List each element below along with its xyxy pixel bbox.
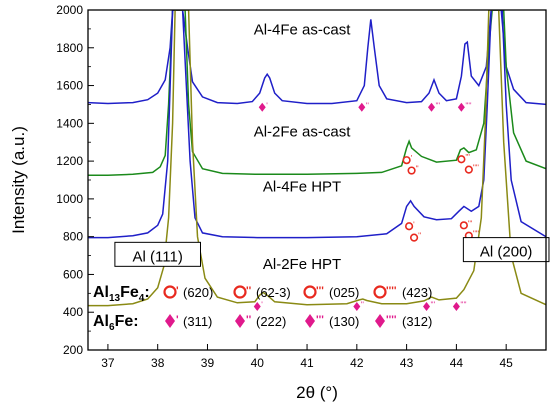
y-tick-label: 200 bbox=[63, 343, 83, 357]
series-label: Al-2Fe as-cast bbox=[254, 124, 352, 141]
marker-ticks: ''' bbox=[436, 101, 441, 110]
x-tick-label: 41 bbox=[300, 356, 314, 370]
y-tick-label: 1200 bbox=[56, 154, 83, 168]
al6fe-marker bbox=[353, 302, 361, 312]
legend-diamond-symbol bbox=[165, 314, 175, 328]
legend-diamond-symbol bbox=[375, 314, 385, 328]
al13fe4-marker bbox=[409, 233, 419, 242]
x-tick-label: 42 bbox=[350, 356, 364, 370]
al6fe-marker bbox=[428, 102, 435, 112]
series-label: Al-4Fe as-cast bbox=[254, 22, 352, 39]
marker-ticks: ' bbox=[266, 101, 268, 110]
y-tick-label: 400 bbox=[63, 305, 83, 319]
marker-ticks: ''' bbox=[431, 301, 436, 310]
y-tick-label: 600 bbox=[63, 267, 83, 281]
marker-ticks: '' bbox=[366, 101, 370, 110]
legend-hkl: (025) bbox=[329, 285, 359, 300]
annotation-layer: Al-4Fe as-cast Al-2Fe as-cast Al-4Fe HPT Al… bbox=[114, 22, 550, 273]
legend-phase-label: Al6Fe: bbox=[93, 313, 139, 333]
legend-phase-label: Al13Fe4: bbox=[93, 284, 150, 304]
al6fe-marker bbox=[457, 102, 465, 112]
legend-hkl: (222) bbox=[256, 314, 286, 329]
marker-ticks: ' bbox=[261, 301, 263, 310]
al13fe4-marker bbox=[464, 165, 473, 174]
x-tick-label: 39 bbox=[201, 356, 215, 370]
x-tick-label: 37 bbox=[101, 356, 115, 370]
x-tick-label: 40 bbox=[251, 356, 265, 370]
y-tick-label: 1800 bbox=[56, 41, 83, 55]
legend-ticks: ''' bbox=[316, 285, 324, 297]
al13fe4-marker bbox=[404, 222, 414, 231]
peak-label-box bbox=[462, 237, 550, 263]
marker-ticks: '' bbox=[361, 301, 365, 310]
series-line-3 bbox=[88, 10, 546, 239]
legend-ticks: ' bbox=[176, 285, 179, 297]
al13fe4-marker bbox=[402, 156, 411, 165]
marker-ticks: '''' bbox=[473, 230, 480, 239]
series-label: Al-4Fe HPT bbox=[263, 178, 341, 195]
y-axis-label: Intensity (a.u.) bbox=[9, 126, 28, 234]
al13fe4-marker bbox=[459, 221, 468, 230]
legend-circle-symbol bbox=[303, 285, 317, 299]
marker-ticks: ''' bbox=[465, 153, 470, 162]
legend: Al13Fe4: ' (620) '' (62-3) ''' (025) '''' (423)A… bbox=[93, 284, 432, 333]
marker-ticks: ''' bbox=[468, 219, 473, 228]
legend-hkl: (311) bbox=[183, 314, 212, 329]
x-tick-label: 44 bbox=[450, 356, 464, 370]
marker-ticks: ' bbox=[411, 154, 413, 163]
marker-ticks: '' bbox=[416, 165, 420, 174]
series-label: Al-2Fe HPT bbox=[263, 256, 341, 273]
x-axis-label: 2θ (°) bbox=[296, 383, 338, 402]
marker-ticks: ' bbox=[413, 220, 415, 229]
peak-label: Al (200) bbox=[480, 244, 533, 261]
al6fe-marker bbox=[452, 302, 460, 312]
y-tick-label: 800 bbox=[63, 230, 83, 244]
marker-ticks: '''' bbox=[465, 101, 472, 110]
legend-ticks: '''' bbox=[386, 314, 397, 326]
y-tick-label: 2000 bbox=[56, 3, 83, 17]
legend-ticks: '' bbox=[246, 285, 252, 297]
marker-ticks: '' bbox=[418, 232, 422, 241]
y-tick-label: 1000 bbox=[56, 192, 83, 206]
series-layer bbox=[88, 10, 546, 307]
legend-ticks: '''' bbox=[386, 285, 397, 297]
legend-ticks: '' bbox=[246, 314, 252, 326]
axes: 37 38 39 40 41 42 43 44 45 200 400 600 800 1000 1200 14… bbox=[56, 3, 513, 370]
al13fe4-marker bbox=[407, 166, 416, 175]
legend-hkl: (423) bbox=[402, 285, 432, 300]
legend-circle-symbol bbox=[373, 285, 387, 299]
legend-circle-symbol bbox=[233, 285, 247, 299]
al6fe-marker bbox=[253, 302, 261, 312]
legend-diamond-symbol bbox=[305, 314, 315, 328]
legend-hkl: (620) bbox=[183, 285, 213, 300]
al6fe-marker bbox=[358, 102, 366, 112]
x-tick-label: 43 bbox=[400, 356, 414, 370]
y-tick-label: 1600 bbox=[56, 79, 83, 93]
peak-label: Al (111) bbox=[133, 248, 183, 265]
y-tick-label: 1400 bbox=[56, 116, 83, 130]
al13fe4-marker bbox=[457, 155, 466, 164]
legend-circle-symbol bbox=[163, 285, 177, 299]
peak-label-box bbox=[114, 241, 201, 267]
legend-hkl: (130) bbox=[329, 314, 359, 329]
al6fe-marker bbox=[423, 302, 431, 312]
legend-hkl: (62-3) bbox=[256, 285, 291, 300]
series-line-1 bbox=[88, 10, 546, 106]
legend-ticks: ' bbox=[176, 314, 179, 326]
x-tick-label: 38 bbox=[151, 356, 165, 370]
marker-ticks: '''' bbox=[460, 301, 467, 310]
x-tick-label: 45 bbox=[499, 356, 513, 370]
legend-diamond-symbol bbox=[235, 314, 245, 328]
series-line-4 bbox=[88, 10, 546, 307]
legend-hkl: (312) bbox=[402, 314, 432, 329]
marker-ticks: '''' bbox=[473, 164, 480, 173]
marker-layer: ' '' ''' ''''''''''''''''''''''''' '' ''' '''' bbox=[253, 101, 480, 312]
legend-ticks: ''' bbox=[316, 314, 324, 326]
al6fe-marker bbox=[258, 102, 266, 112]
